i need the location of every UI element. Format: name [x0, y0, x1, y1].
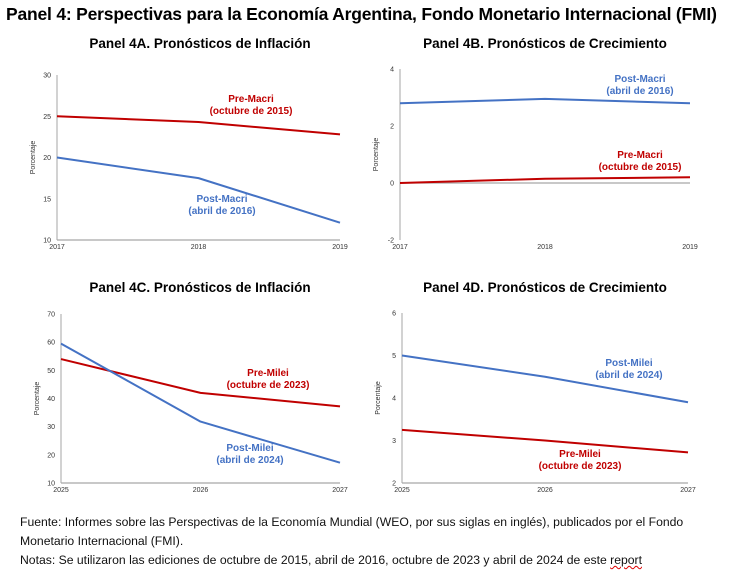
y-axis-label: Porcentaje [373, 138, 380, 172]
series-annotation-pre-milei: Pre-Milei [559, 449, 601, 460]
x-tick-label: 2025 [394, 487, 410, 494]
series-annotation-pre-milei: (octubre de 2023) [227, 380, 310, 391]
y-tick-label: 20 [47, 452, 55, 459]
series-line-pre-macri [56, 115, 341, 136]
series-annotation-post-milei: (abril de 2024) [595, 370, 662, 381]
y-tick-label: 5 [392, 353, 396, 360]
x-tick-label: 2019 [682, 244, 698, 251]
x-tick-label: 2018 [191, 244, 207, 251]
x-tick-label: 2017 [392, 244, 408, 251]
y-tick-label: 60 [47, 340, 55, 347]
y-axis-label: Porcentaje [34, 382, 41, 416]
series-annotation-pre-macri: Pre-Macri [617, 150, 663, 161]
panel-4b-chart: -2 0 2 4 2017 2018 2019 Porcentaje Post-Macri(ab… [373, 67, 698, 252]
x-tick-label: 2027 [680, 487, 696, 494]
series-annotation-post-macri: Post-Macri [614, 74, 665, 85]
x-tick-label: 2025 [53, 487, 69, 494]
notes-line: Notas: Se utilizaron las ediciones de oc… [20, 551, 725, 570]
panel-4d-title: Panel 4D. Pronósticos de Crecimiento [423, 280, 667, 295]
series-annotation-post-macri: (abril de 2016) [188, 206, 255, 217]
y-tick-label: 10 [47, 481, 55, 488]
y-tick-label: -2 [388, 238, 394, 245]
series-annotation-post-milei: Post-Milei [605, 358, 652, 369]
y-tick-label: 25 [43, 114, 51, 121]
source-line-2: Monetario Internacional (FMI). [20, 534, 184, 548]
series-annotation-pre-macri: (octubre de 2015) [210, 106, 293, 117]
series-annotation-post-milei: Post-Milei [226, 443, 273, 454]
y-tick-label: 3 [392, 438, 396, 445]
series-annotation-pre-macri: (octubre de 2015) [599, 162, 682, 173]
x-tick-label: 2017 [49, 244, 65, 251]
y-tick-label: 15 [43, 196, 51, 203]
notes-misspelled-word: report [610, 553, 642, 567]
panel-4a-chart: 10 15 20 25 30 2017 2018 2019 Porcentaje Pre-Macr… [30, 73, 348, 252]
y-tick-label: 70 [47, 312, 55, 319]
y-axis-label: Porcentaje [30, 141, 37, 175]
series-annotation-post-macri: Post-Macri [196, 194, 247, 205]
y-tick-label: 50 [47, 368, 55, 375]
series-annotation-pre-milei: (octubre de 2023) [539, 461, 622, 472]
y-tick-label: 2 [390, 124, 394, 131]
main-title: Panel 4: Perspectivas para la Economía A… [6, 4, 717, 24]
x-tick-label: 2026 [537, 487, 553, 494]
series-annotation-post-macri: (abril de 2016) [606, 86, 673, 97]
y-tick-label: 0 [390, 181, 394, 188]
series-line-pre-macri [399, 176, 691, 184]
y-tick-label: 4 [392, 396, 396, 403]
series-annotation-pre-milei: Pre-Milei [247, 368, 289, 379]
y-tick-label: 6 [392, 311, 396, 318]
y-axis-label: Porcentaje [375, 381, 382, 415]
series-annotation-post-milei: (abril de 2024) [216, 455, 283, 466]
panel-4b-title: Panel 4B. Pronósticos de Crecimiento [423, 36, 667, 51]
y-tick-label: 30 [43, 73, 51, 80]
y-tick-label: 20 [43, 155, 51, 162]
panel-4a-title: Panel 4A. Pronósticos de Inflación [89, 36, 311, 51]
series-annotation-pre-macri: Pre-Macri [228, 94, 274, 105]
x-tick-label: 2026 [193, 487, 209, 494]
x-tick-label: 2018 [537, 244, 553, 251]
y-tick-label: 4 [390, 67, 394, 74]
footer: Fuente: Informes sobre las Perspectivas … [20, 513, 725, 570]
panel-4c-title: Panel 4C. Pronósticos de Inflación [89, 280, 311, 295]
notes-text: Notas: Se utilizaron las ediciones de oc… [20, 553, 611, 567]
source-line-1: Fuente: Informes sobre las Perspectivas … [20, 515, 684, 529]
y-tick-label: 10 [43, 238, 51, 245]
y-tick-label: 30 [47, 424, 55, 431]
series-line-post-macri [399, 97, 691, 105]
y-tick-label: 2 [392, 481, 396, 488]
panel-4d-chart: 2 3 4 5 6 2025 2026 2027 Porcentaje Post-Milei(ab… [375, 311, 696, 495]
panel-4c-chart: 10 20 30 40 50 60 70 2025 2026 2027 Porcentaje Pre-… [34, 312, 348, 495]
x-tick-label: 2019 [332, 244, 348, 251]
y-tick-label: 40 [47, 396, 55, 403]
x-tick-label: 2027 [332, 487, 348, 494]
series-line-pre-milei [401, 428, 689, 454]
